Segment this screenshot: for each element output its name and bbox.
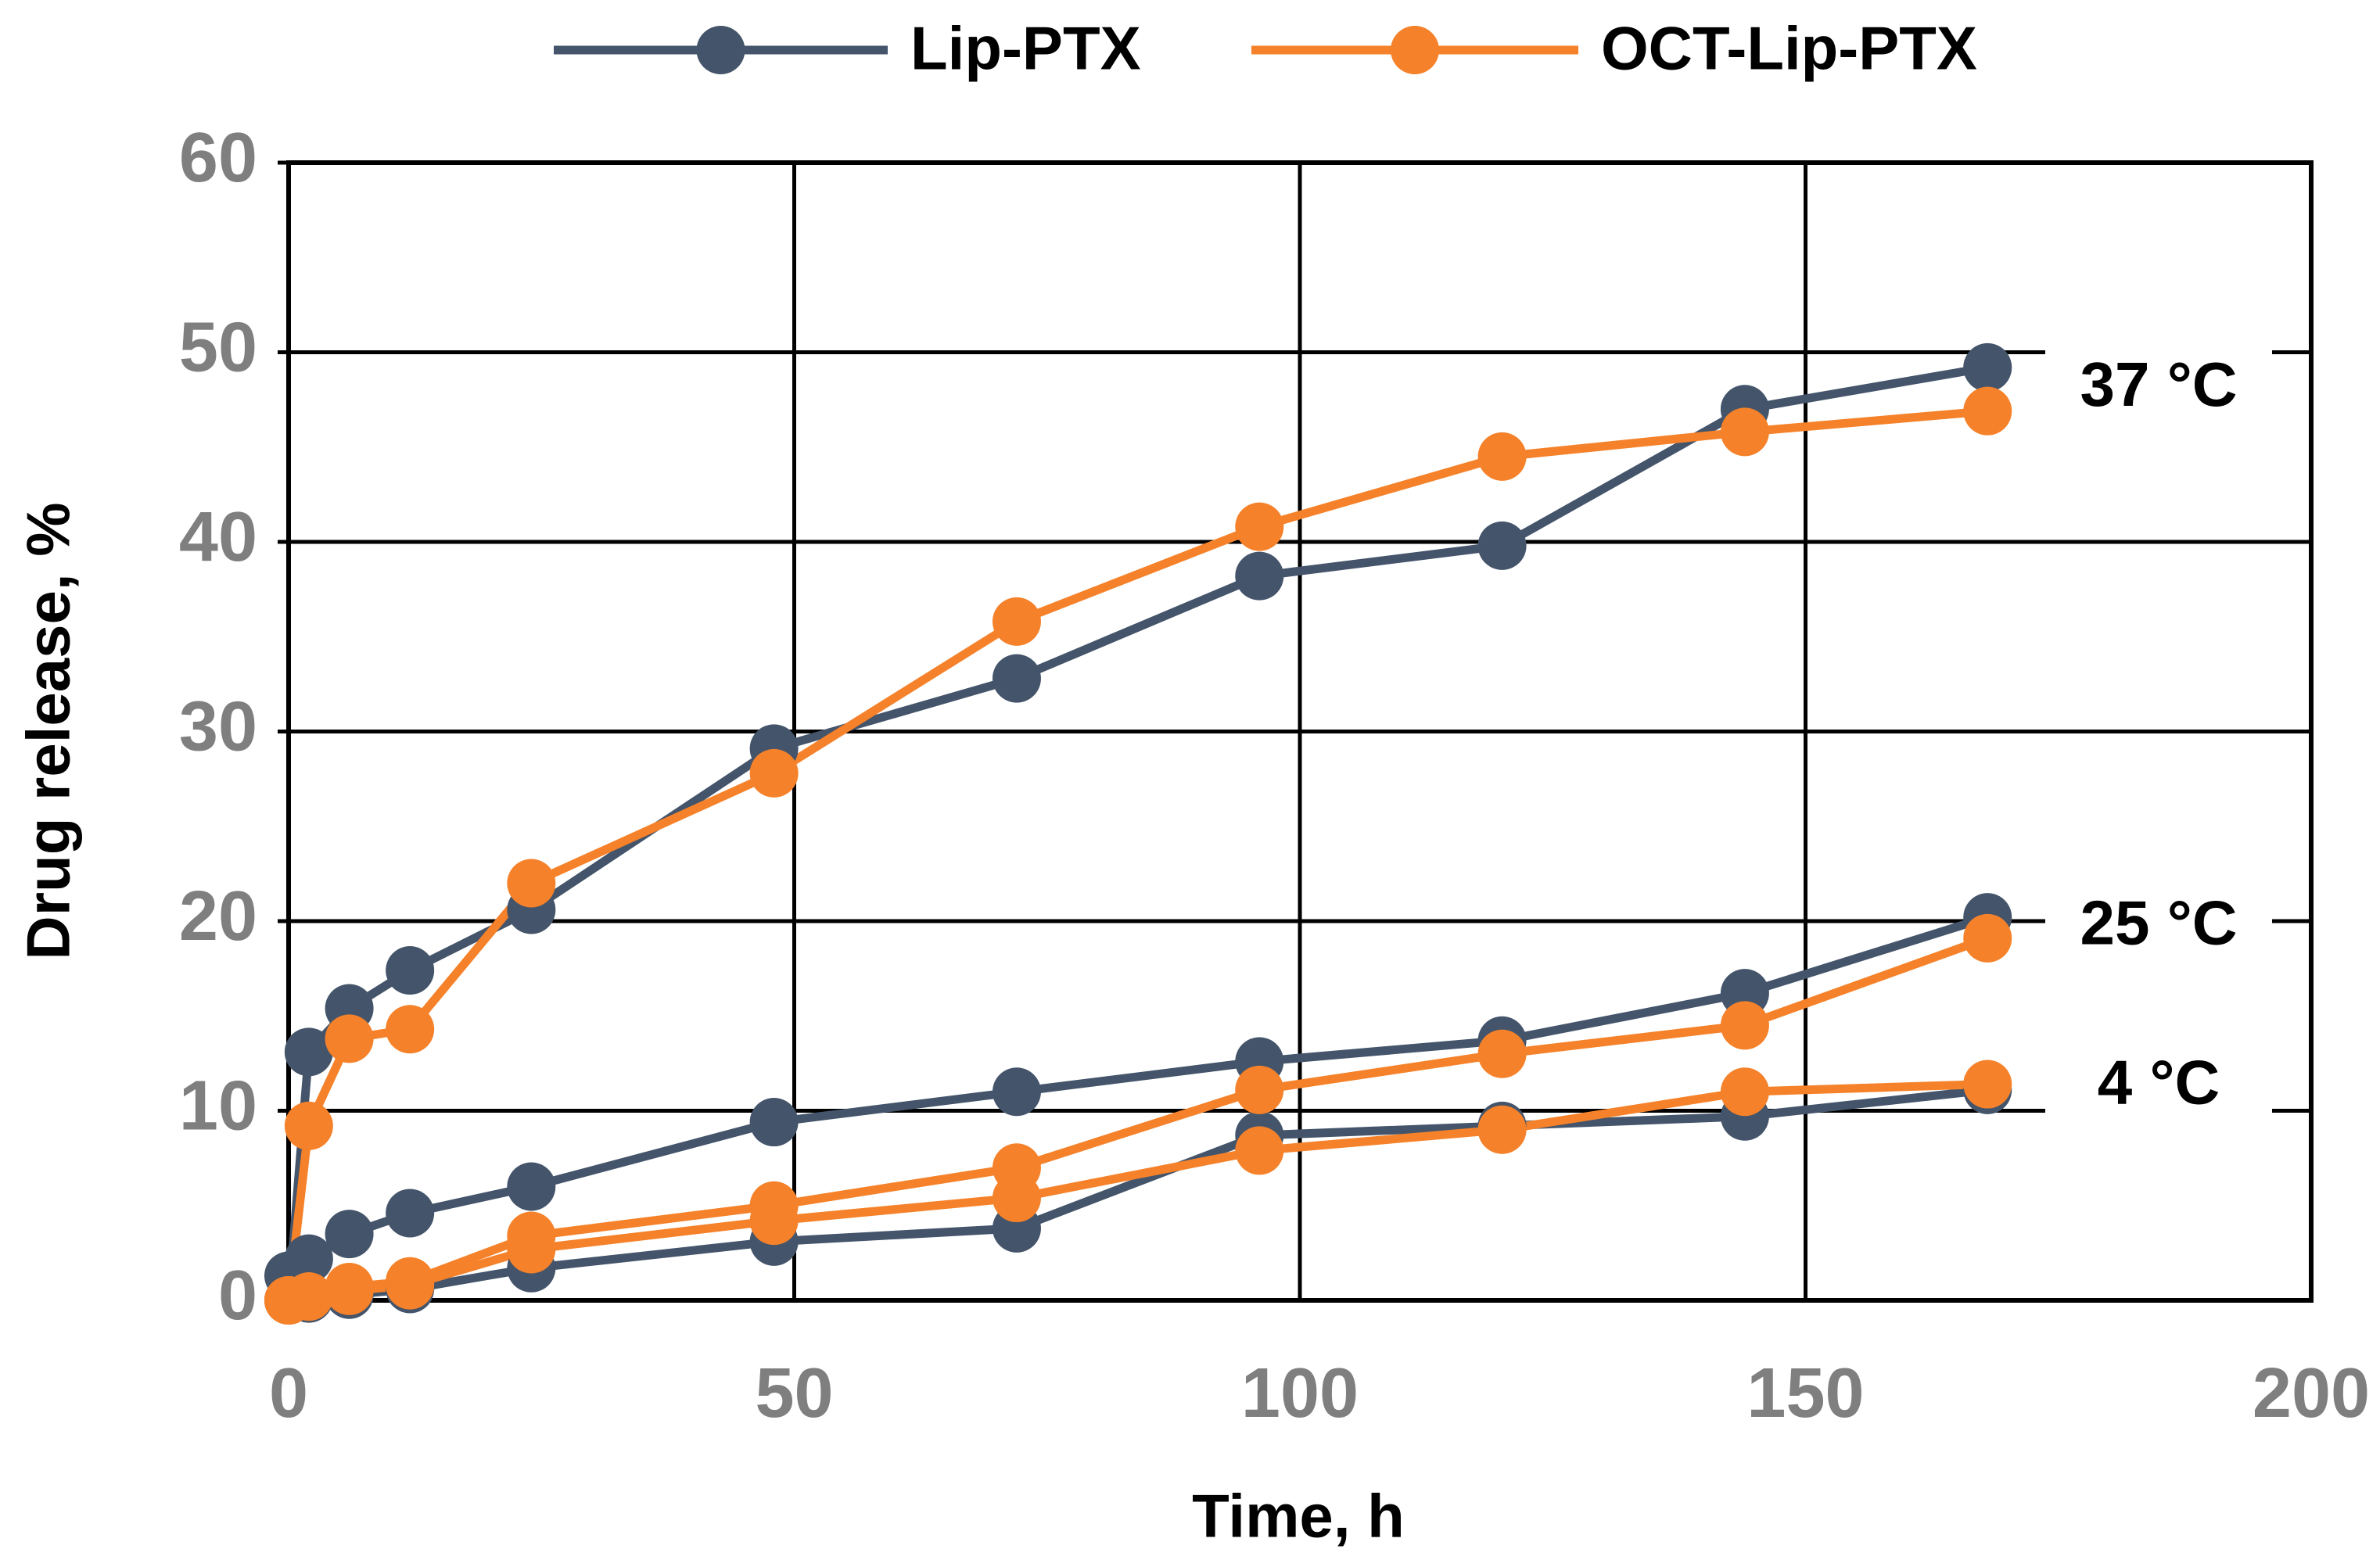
data-point — [1235, 1126, 1284, 1175]
x-tick-label: 50 — [755, 1354, 833, 1433]
data-point — [1963, 913, 2012, 963]
y-tick-label: 0 — [218, 1257, 257, 1335]
data-point — [325, 1210, 374, 1259]
legend-label: OCT-Lip-PTX — [1601, 14, 1977, 83]
label-background — [2045, 346, 2272, 432]
plot-border — [286, 160, 2314, 1303]
data-point — [1963, 1060, 2012, 1109]
data-point — [325, 1266, 374, 1315]
data-point — [507, 1162, 556, 1211]
y-tick-label: 10 — [179, 1067, 257, 1145]
data-point — [1963, 386, 2012, 436]
data-point — [386, 1005, 435, 1054]
series-line — [284, 363, 1989, 1301]
data-point — [992, 1174, 1041, 1223]
data-point — [386, 1260, 435, 1310]
condition-label: 4 °C — [2098, 1047, 2220, 1117]
y-tick-label: 20 — [179, 877, 257, 956]
data-point — [507, 859, 556, 908]
data-point — [284, 1027, 333, 1077]
data-point — [386, 946, 435, 995]
data-point — [386, 1189, 435, 1238]
data-point — [749, 1196, 799, 1246]
data-point — [284, 1101, 333, 1150]
data-point — [284, 1272, 333, 1321]
y-tick-label: 60 — [179, 119, 257, 197]
data-point — [1720, 1067, 1769, 1117]
data-point — [749, 748, 799, 798]
x-tick-label: 0 — [269, 1354, 308, 1433]
y-axis-title: Drug release, % — [14, 502, 83, 959]
data-point — [749, 1098, 799, 1147]
data-point — [1963, 342, 2012, 392]
x-tick-label: 200 — [2253, 1354, 2370, 1433]
data-point — [1720, 407, 1769, 457]
legend-marker — [696, 26, 745, 74]
label-background — [2045, 1044, 2272, 1131]
y-tick-label: 40 — [179, 498, 257, 576]
data-point — [325, 1014, 374, 1063]
data-point — [1477, 1029, 1527, 1078]
y-tick-label: 50 — [179, 308, 257, 386]
y-tick-label: 30 — [179, 687, 257, 766]
condition-label: 25 °C — [2080, 888, 2238, 958]
data-point — [284, 1234, 333, 1283]
data-point — [1235, 1065, 1284, 1114]
data-point — [992, 597, 1041, 646]
data-point — [992, 1067, 1041, 1117]
condition-label: 37 °C — [2080, 350, 2238, 419]
legend-label: Lip-PTX — [910, 14, 1141, 83]
legend-marker — [1391, 26, 1439, 74]
data-point — [1235, 502, 1284, 551]
data-point — [1720, 1001, 1769, 1050]
x-tick-label: 150 — [1746, 1354, 1864, 1433]
x-axis-title: Time, h — [1192, 1482, 1405, 1551]
data-point — [1477, 521, 1527, 570]
data-point — [1477, 432, 1527, 481]
data-point — [992, 654, 1041, 703]
data-point — [1235, 551, 1284, 601]
data-point — [1477, 1105, 1527, 1154]
x-tick-label: 100 — [1241, 1354, 1359, 1433]
data-point — [507, 1225, 556, 1274]
label-background — [2045, 884, 2272, 971]
